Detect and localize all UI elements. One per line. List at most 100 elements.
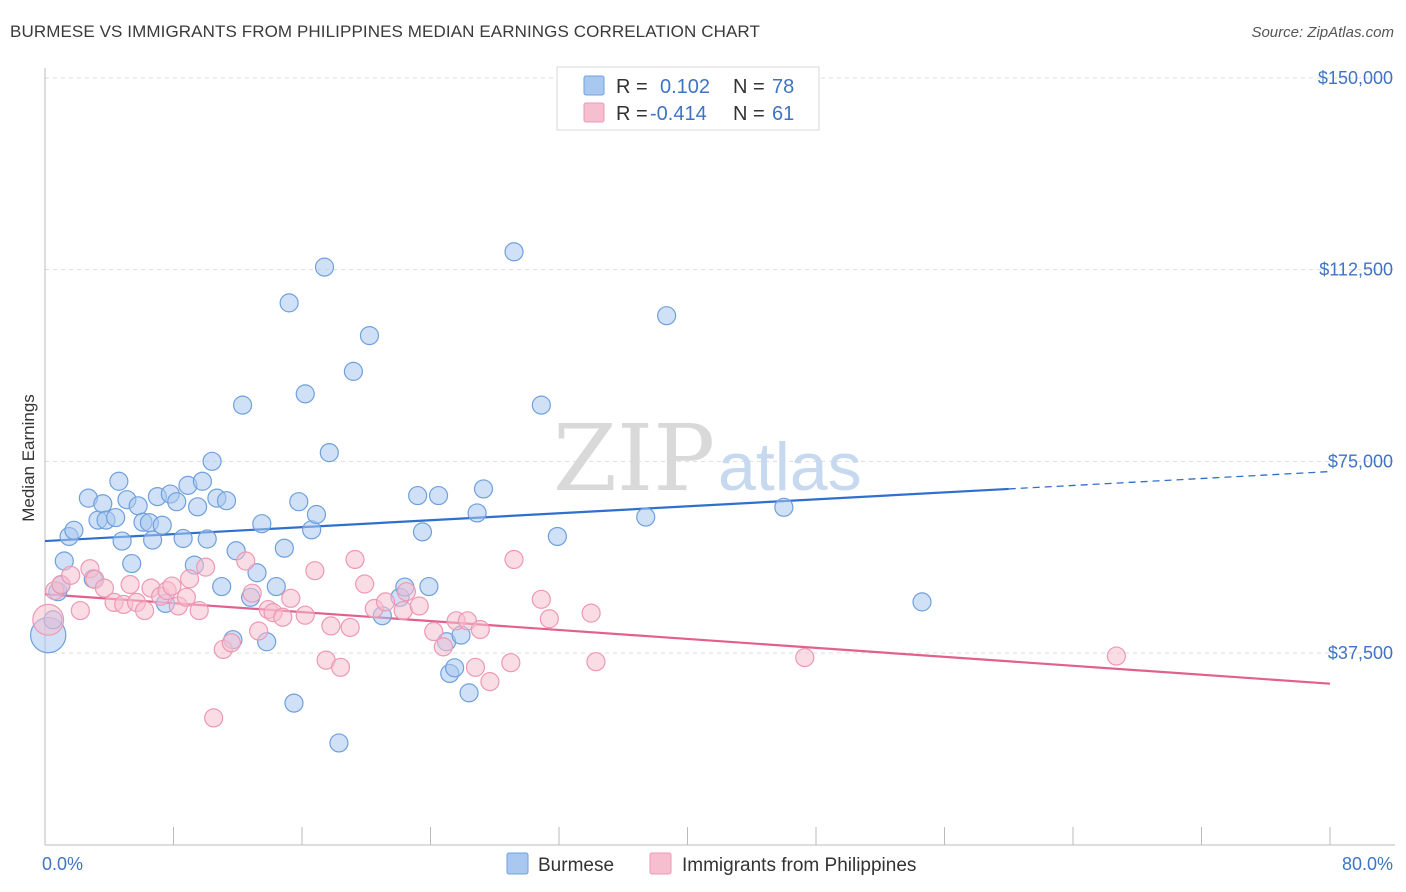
point-burmese <box>216 491 237 511</box>
point-burmese <box>504 242 524 262</box>
legend-r-label-1: R = <box>616 76 648 98</box>
legend-swatch-pink <box>583 102 605 123</box>
point-burmese <box>122 553 142 574</box>
point-philippines <box>465 657 486 677</box>
bottom-legend-label-philippines: Immigrants from Philippines <box>682 855 916 876</box>
point-philippines <box>32 603 65 636</box>
point-philippines <box>295 605 315 625</box>
point-burmese <box>774 497 794 517</box>
y-tick-label: $150,000 <box>1318 68 1393 88</box>
point-philippines <box>424 621 444 642</box>
point-burmese <box>167 492 187 512</box>
point-philippines <box>393 600 413 621</box>
point-burmese <box>289 492 309 512</box>
y-tick-labels: $37,500 $75,000 $112,500 $150,000 <box>1318 68 1393 663</box>
legend-r-label-2: R = <box>616 103 648 125</box>
point-philippines <box>236 551 256 571</box>
point-philippines <box>305 561 325 581</box>
point-philippines <box>179 569 200 589</box>
point-philippines <box>355 574 375 594</box>
point-philippines <box>330 657 351 677</box>
point-burmese <box>266 576 286 597</box>
point-philippines <box>176 587 196 607</box>
y-tick-label: $75,000 <box>1328 451 1393 471</box>
bottom-legend[interactable]: Burmese Immigrants from Philippines <box>506 852 916 876</box>
point-burmese <box>64 520 84 540</box>
point-burmese <box>343 361 363 381</box>
legend-r-value-2: -0.414 <box>650 103 707 125</box>
point-philippines <box>134 600 155 621</box>
point-burmese <box>314 257 335 277</box>
point-philippines <box>196 557 216 577</box>
watermark-zip: ZIP <box>553 405 715 512</box>
point-burmese <box>359 326 380 346</box>
point-philippines <box>586 652 606 672</box>
source-credit: Source: ZipAtlas.com <box>1251 24 1394 41</box>
point-philippines <box>531 589 551 609</box>
point-burmese <box>192 471 213 491</box>
legend-n-label-2: N = <box>733 103 765 125</box>
y-tick-label: $37,500 <box>1328 643 1393 663</box>
point-burmese <box>247 563 267 583</box>
y-axis-title: Median Earnings <box>19 394 38 522</box>
point-burmese <box>419 576 439 597</box>
point-burmese <box>128 496 148 516</box>
point-burmese <box>109 471 129 491</box>
point-burmese <box>274 538 294 558</box>
point-philippines <box>480 672 500 692</box>
point-philippines <box>221 633 241 653</box>
point-philippines <box>470 619 490 640</box>
point-burmese <box>112 531 132 551</box>
bottom-legend-label-burmese: Burmese <box>538 855 614 876</box>
point-burmese <box>408 485 428 506</box>
point-philippines <box>409 596 429 616</box>
point-philippines <box>375 592 396 612</box>
y-tick-label: $112,500 <box>1319 260 1393 280</box>
point-burmese <box>473 479 494 499</box>
point-philippines <box>273 607 293 627</box>
legend-r-value-1: 0.102 <box>660 76 710 98</box>
legend[interactable]: R = 0.102 N = 78 R = -0.414 N = 61 <box>556 66 820 131</box>
point-philippines <box>504 549 524 570</box>
point-burmese <box>547 526 567 547</box>
legend-n-label-1: N = <box>733 76 765 98</box>
bottom-legend-swatch-philippines <box>649 852 672 875</box>
point-philippines <box>189 600 209 621</box>
point-philippines <box>242 583 262 603</box>
point-philippines <box>70 600 90 621</box>
x-tick-label-min: 0.0% <box>42 854 83 874</box>
legend-n-value-1: 78 <box>772 76 794 98</box>
point-burmese <box>93 494 113 514</box>
watermark-atlas: atlas <box>718 429 862 505</box>
point-philippines <box>249 621 269 641</box>
point-philippines <box>396 582 417 602</box>
point-burmese <box>657 306 677 326</box>
point-burmese <box>412 522 433 542</box>
watermark: ZIP atlas <box>553 405 862 512</box>
point-burmese <box>279 293 299 313</box>
point-burmese <box>531 395 551 415</box>
point-philippines <box>501 653 521 673</box>
x-tick-label-max: 80.0% <box>1342 854 1393 874</box>
point-burmese <box>152 515 172 535</box>
point-philippines <box>539 609 559 629</box>
data-points <box>30 242 1126 753</box>
point-philippines <box>94 578 115 598</box>
point-burmese <box>173 528 193 549</box>
point-burmese <box>232 395 253 415</box>
point-burmese <box>252 514 272 534</box>
point-burmese <box>467 503 487 523</box>
bottom-legend-swatch-burmese <box>506 852 529 875</box>
axes <box>44 68 1395 846</box>
point-burmese <box>187 497 208 517</box>
point-philippines <box>61 565 81 585</box>
point-burmese <box>329 733 349 753</box>
point-burmese <box>428 485 449 506</box>
point-burmese <box>636 507 656 527</box>
point-burmese <box>306 504 327 525</box>
point-philippines <box>281 588 301 608</box>
point-philippines <box>1106 646 1126 666</box>
chart-title: BURMESE VS IMMIGRANTS FROM PHILIPPINES M… <box>10 22 760 41</box>
point-philippines <box>581 603 601 623</box>
